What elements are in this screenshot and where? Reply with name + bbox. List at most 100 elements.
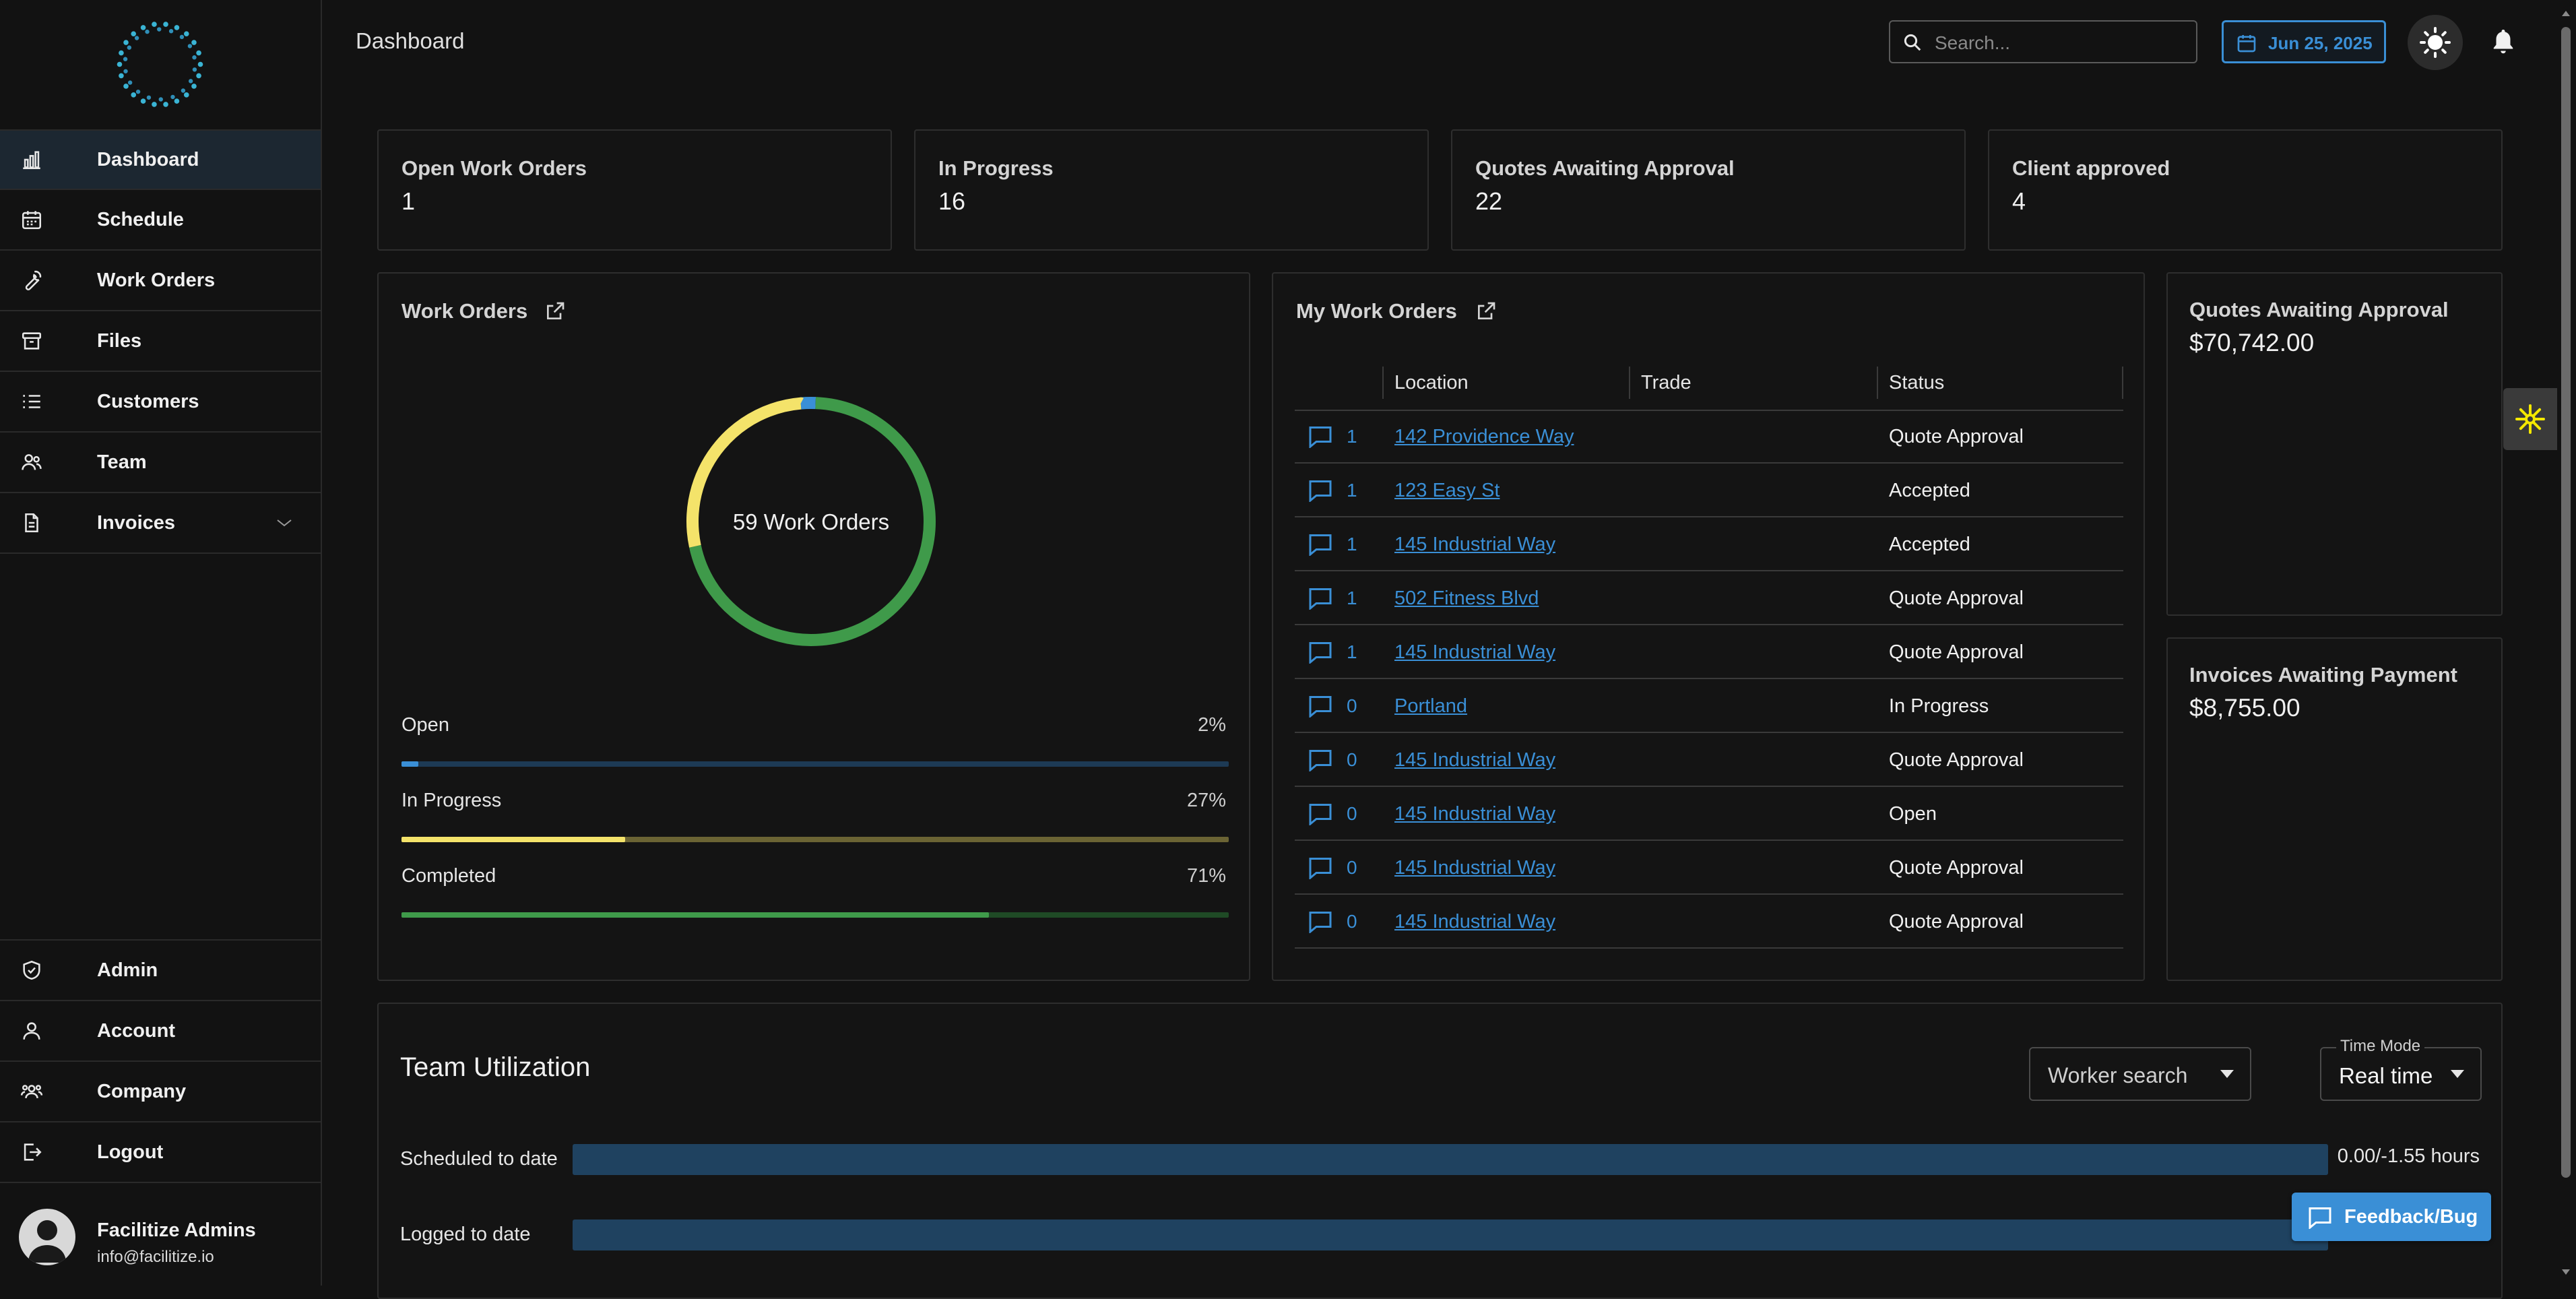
donut-segment-completed[interactable] [683,393,939,650]
sidebar-item-admin[interactable]: Admin [0,941,321,1001]
table-row[interactable]: 0 Portland In Progress [1295,679,2123,733]
logo-dot [152,22,157,27]
message-icon[interactable] [1308,479,1332,502]
sidebar-item-label: Work Orders [97,269,216,291]
quotes-awaiting-approval-card[interactable]: Quotes Awaiting Approval $70,742.00 [2166,272,2503,616]
search-box[interactable] [1889,20,2197,63]
sidebar-item-label: Admin [97,959,158,981]
invoices-card-title: Invoices Awaiting Payment [2189,663,2457,687]
sidebar-item-company[interactable]: Company [0,1062,321,1122]
stat-card-open-work-orders[interactable]: Open Work Orders 1 [377,129,892,251]
message-icon[interactable] [1308,695,1332,718]
location-link[interactable]: 142 Providence Way [1394,426,1574,447]
table-row[interactable]: 1 123 Easy St Accepted [1295,464,2123,517]
assistant-widget-tab[interactable] [2503,388,2557,450]
scroll-down-arrow-icon[interactable] [2561,1267,2571,1277]
stat-card-in-progress[interactable]: In Progress 16 [914,129,1429,251]
location-link[interactable]: Portland [1394,695,1468,717]
table-row[interactable]: 0 145 Industrial Way Quote Approval [1295,733,2123,787]
external-link-icon[interactable] [1475,300,1497,322]
message-icon[interactable] [1308,856,1332,879]
column-header-location[interactable]: Location [1394,372,1469,393]
table-row[interactable]: 1 145 Industrial Way Quote Approval [1295,625,2123,679]
sidebar-item-label: Invoices [97,511,176,534]
column-header-trade[interactable]: Trade [1641,372,1692,393]
location-link[interactable]: 145 Industrial Way [1394,534,1556,555]
theme-toggle-button[interactable] [2408,15,2463,70]
stat-card-client-approved[interactable]: Client approved 4 [1988,129,2503,251]
worker-search-select[interactable]: Worker search [2029,1047,2251,1101]
time-mode-label: Time Mode [2336,1037,2425,1056]
table-row[interactable]: 0 145 Industrial Way Quote Approval [1295,841,2123,895]
scheduled-to-date-bar [573,1144,2328,1175]
avatar [19,1209,75,1265]
sidebar-item-team[interactable]: Team [0,433,321,493]
message-icon[interactable] [1308,749,1332,771]
notifications-bell-icon[interactable] [2491,27,2515,57]
logo-dot [157,27,162,32]
message-icon[interactable] [1308,425,1332,448]
message-icon[interactable] [1308,910,1332,933]
scroll-up-arrow-icon[interactable] [2561,8,2571,19]
location-link[interactable]: 145 Industrial Way [1394,749,1556,771]
invoices-awaiting-payment-card[interactable]: Invoices Awaiting Payment $8,755.00 [2166,637,2503,981]
location-link[interactable]: 145 Industrial Way [1394,641,1556,663]
date-label: Jun 25, 2025 [2268,33,2373,53]
table-row[interactable]: 1 142 Providence Way Quote Approval [1295,410,2123,464]
facilitize-logo[interactable] [115,19,205,110]
time-mode-select[interactable]: Time Mode Real time [2320,1037,2482,1101]
logo-dot [188,79,193,84]
table-row[interactable]: 1 145 Industrial Way Accepted [1295,517,2123,571]
external-link-icon[interactable] [544,300,566,322]
bar-chart-icon [23,151,40,170]
sidebar-item-schedule[interactable]: Schedule [0,190,321,251]
sidebar-item-files[interactable]: Files [0,311,321,372]
message-icon[interactable] [1308,587,1332,610]
sparkle-icon [2515,404,2545,434]
table-row[interactable]: 1 502 Fitness Blvd Quote Approval [1295,571,2123,625]
logo-dot [170,94,175,100]
page-title: Dashboard [356,28,465,53]
message-icon[interactable] [1308,641,1332,664]
sidebar-item-logout[interactable]: Logout [0,1122,321,1183]
sidebar-item-dashboard[interactable]: Dashboard [0,129,321,190]
search-input[interactable] [1933,27,2192,59]
vertical-scrollbar-thumb[interactable] [2561,27,2571,1178]
location-link[interactable]: 145 Industrial Way [1394,911,1556,932]
breakdown-label-in-progress: In Progress [401,790,502,811]
avatar-person-icon [28,1220,66,1263]
location-link[interactable]: 145 Industrial Way [1394,803,1556,825]
table-row[interactable]: 0 145 Industrial Way Quote Approval [1295,895,2123,949]
chevron-down-icon[interactable] [275,516,294,530]
status-text: Accepted [1889,480,1970,501]
message-count: 0 [1347,749,1357,770]
sidebar-item-account[interactable]: Account [0,1001,321,1062]
logo-dot [163,102,168,107]
location-link[interactable]: 123 Easy St [1394,480,1500,501]
logo-dot [123,84,129,89]
table-row[interactable]: 0 145 Industrial Way Open [1295,787,2123,841]
logout-icon [24,1143,42,1161]
user-profile[interactable]: Facilitize Admins info@facilitize.io [0,1187,321,1286]
wrench-icon [25,270,42,290]
donut-segment-open[interactable] [683,393,939,650]
logo-dot [192,55,197,60]
logo-dot [179,34,185,40]
column-header-status[interactable]: Status [1889,372,1945,393]
sidebar-item-customers[interactable]: Customers [0,372,321,433]
sidebar-item-label: Schedule [97,208,184,230]
breakdown-pct-open: 2% [1198,714,1226,736]
feedback-bug-button[interactable]: Feedback/Bug [2292,1193,2491,1241]
table-body: 1 142 Providence Way Quote Approval 1 12… [1295,410,2123,949]
location-link[interactable]: 502 Fitness Blvd [1394,588,1539,609]
status-text: In Progress [1889,695,1989,717]
message-icon[interactable] [1308,802,1332,825]
sidebar-item-invoices[interactable]: Invoices [0,493,321,554]
sidebar-item-label: Account [97,1019,175,1042]
date-picker-button[interactable]: Jun 25, 2025 [2222,20,2386,63]
sidebar-item-work-orders[interactable]: Work Orders [0,251,321,311]
stat-card-quotes-awaiting-approval[interactable]: Quotes Awaiting Approval 22 [1451,129,1966,251]
location-link[interactable]: 145 Industrial Way [1394,857,1556,879]
logo-dot [131,31,137,36]
message-icon[interactable] [1308,533,1332,556]
